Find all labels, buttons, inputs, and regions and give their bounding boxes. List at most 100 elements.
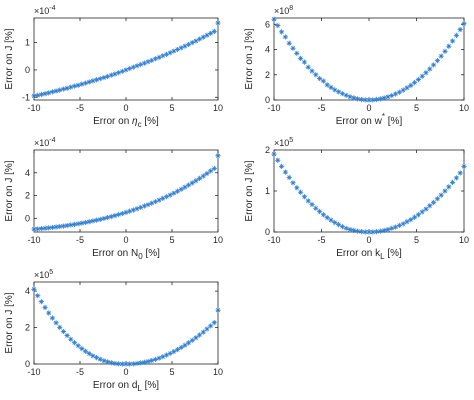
axis-exponent: ×10-4	[34, 5, 56, 16]
y-tick-label: 1	[265, 186, 270, 196]
data-point	[31, 226, 37, 232]
x-axis-label: Error on w* [%]	[336, 112, 403, 127]
data-point	[374, 96, 380, 103]
data-point	[370, 97, 376, 103]
data-point	[313, 72, 319, 78]
data-point	[215, 20, 221, 26]
data-point	[138, 360, 144, 366]
data-point	[108, 72, 114, 78]
data-point	[79, 220, 85, 226]
data-point	[68, 336, 74, 342]
data-point	[178, 45, 184, 51]
data-point	[396, 222, 402, 229]
data-point	[328, 217, 334, 223]
data-point	[419, 73, 425, 79]
series-1	[31, 286, 221, 367]
data-point	[38, 299, 44, 305]
data-point	[320, 78, 326, 84]
data-point	[93, 217, 100, 223]
data-point	[355, 228, 361, 234]
data-point	[185, 41, 192, 48]
data-point	[408, 82, 414, 88]
data-point	[57, 87, 63, 93]
data-point	[412, 79, 418, 86]
data-point	[152, 356, 159, 363]
data-point	[189, 40, 195, 46]
data-point	[71, 221, 78, 227]
axis-exponent: ×105	[34, 269, 53, 280]
data-point	[82, 80, 89, 86]
axis-exponent-power: 5	[49, 269, 53, 276]
axes-box	[273, 149, 465, 233]
y-tick-label: 0	[25, 65, 30, 75]
data-point	[119, 68, 125, 74]
data-point	[145, 358, 151, 365]
data-point	[193, 38, 199, 44]
x-tick-label: 5	[169, 235, 174, 245]
subplot-2: -10 -5 0 5 10 0 2 4 6 ×108 Error on J [%] Error on …	[244, 5, 469, 127]
data-point	[427, 66, 433, 72]
data-point	[171, 349, 177, 355]
axis-exponent-base: ×10	[34, 138, 49, 148]
data-point	[130, 361, 136, 367]
axes-box	[33, 281, 219, 365]
data-point	[112, 213, 118, 219]
data-point	[279, 29, 285, 35]
data-point	[434, 196, 440, 202]
data-point	[305, 198, 311, 204]
data-point	[434, 58, 440, 64]
data-point	[134, 360, 140, 367]
data-point	[431, 199, 437, 206]
data-point	[423, 206, 429, 212]
axis-exponent: ×10-4	[34, 137, 56, 148]
data-point	[53, 224, 59, 230]
data-point	[317, 208, 323, 215]
data-point	[119, 361, 125, 367]
data-point	[101, 358, 107, 364]
data-point	[275, 157, 281, 163]
data-point	[343, 225, 349, 231]
data-point	[431, 62, 437, 68]
data-point	[328, 84, 334, 90]
data-point	[141, 60, 147, 66]
x-tick-label: 10	[213, 103, 223, 113]
x-tick-label: 5	[414, 103, 419, 113]
data-point	[53, 320, 59, 326]
data-point	[461, 21, 467, 27]
data-point	[453, 32, 459, 39]
data-point	[389, 92, 395, 99]
data-point	[93, 355, 100, 361]
data-point	[130, 64, 136, 70]
data-point	[60, 223, 67, 229]
y-tick-label: 2	[265, 70, 270, 80]
x-tick-label: -5	[317, 103, 325, 113]
data-point	[82, 348, 89, 354]
data-point	[90, 218, 96, 224]
x-tick-label: 10	[459, 235, 469, 245]
data-point	[377, 96, 383, 102]
data-point	[123, 209, 129, 216]
y-tick-label: 0	[25, 213, 30, 223]
data-point	[453, 175, 459, 181]
data-point	[208, 30, 214, 36]
data-point	[415, 212, 421, 218]
data-point	[75, 343, 81, 349]
data-point	[127, 361, 133, 367]
y-tick-label: 2	[25, 191, 30, 201]
data-point	[355, 96, 361, 102]
axis-exponent-base: ×10	[274, 6, 289, 16]
data-point	[351, 95, 357, 101]
data-point	[108, 360, 114, 366]
data-point	[64, 222, 70, 229]
data-point	[49, 315, 55, 321]
data-point	[208, 168, 214, 174]
data-point	[442, 48, 448, 54]
data-point	[149, 57, 155, 63]
data-point	[358, 228, 364, 235]
data-point	[415, 76, 421, 83]
data-point	[123, 361, 129, 367]
data-point	[160, 53, 166, 59]
data-point	[347, 226, 353, 233]
data-point	[35, 293, 41, 299]
x-tick-label: 0	[123, 235, 128, 245]
